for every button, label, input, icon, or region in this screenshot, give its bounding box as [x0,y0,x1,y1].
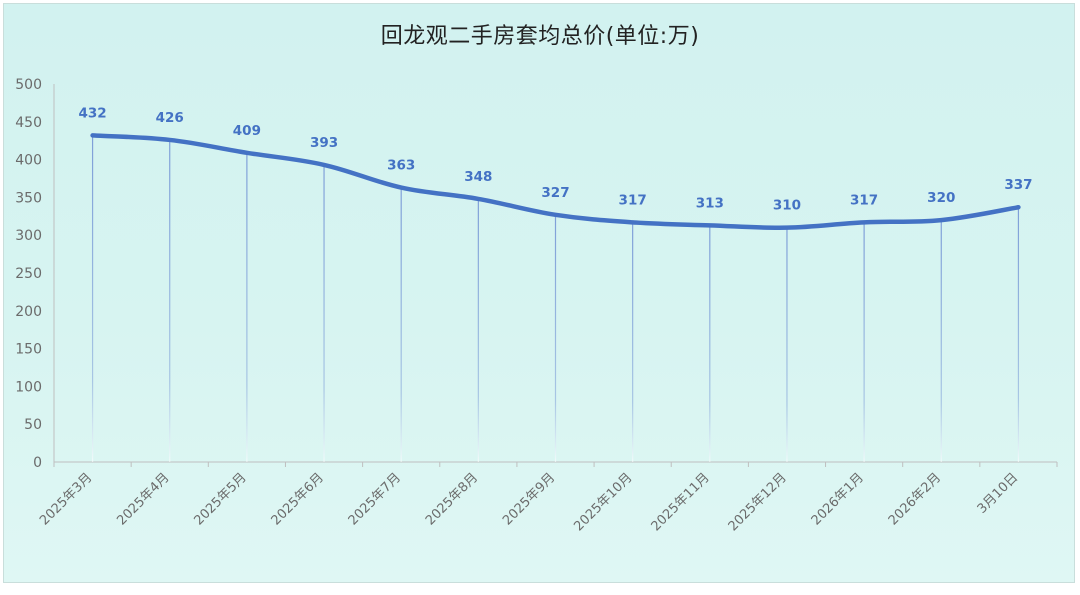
data-label: 363 [387,158,415,174]
y-tick-label: 300 [15,228,42,244]
data-label: 337 [1004,177,1032,193]
y-tick-label: 100 [15,379,42,395]
drop-line [323,164,325,462]
data-label: 393 [310,135,338,151]
drop-line [246,152,248,462]
data-point [862,220,866,224]
x-tick-label: 2025年9月 [500,470,558,528]
data-label: 317 [850,192,878,208]
x-tick-label: 3月10日 [975,470,1022,517]
data-point [631,220,635,224]
data-point [91,133,95,137]
drop-lines [91,135,1020,463]
chart-panel: 回龙观二手房套均总价(单位:万) 0 50 100 150 200 250 300 350 40… [3,3,1075,583]
data-point [168,138,172,142]
drop-line [632,222,634,462]
data-point [785,226,789,230]
data-label: 310 [773,198,801,214]
y-tick-label: 50 [24,417,42,433]
y-axis: 0 50 100 150 200 250 300 350 400 450 500 [15,77,55,471]
chart-title: 回龙观二手房套均总价(单位:万) [380,24,700,49]
y-tick-label: 150 [15,342,42,358]
data-point [939,218,943,222]
y-tick-label: 350 [15,190,42,206]
y-tick-label: 200 [15,304,42,320]
data-label: 348 [464,169,492,185]
x-axis: 2025年3月 2025年4月 2025年5月 2025年6月 2025年7月 2025年… [37,461,1058,534]
drop-line [91,135,94,462]
y-tick-label: 450 [15,115,42,131]
x-tick-label: 2026年1月 [809,470,867,528]
drop-line [786,227,788,462]
data-point [708,223,712,227]
data-labels: 432 426 409 393 363 348 327 317 313 310 317 320 337 [78,105,1032,213]
x-tick-label: 2025年7月 [346,470,404,528]
x-tick-label: 2025年5月 [191,470,249,528]
drop-line [169,139,171,462]
data-point [322,163,326,167]
drop-line [940,220,942,462]
y-tick-label: 500 [15,77,42,93]
drop-line [554,214,557,462]
drop-line [1017,207,1020,462]
x-tick-label: 2025年11月 [649,470,713,534]
x-tick-label: 2026年2月 [886,470,944,528]
data-label: 426 [156,110,184,126]
drop-line [477,198,479,463]
x-tick-label: 2025年12月 [726,470,790,534]
data-point [399,186,403,190]
series-line-group [90,133,1021,230]
drop-line [863,222,865,462]
x-tick-label: 2025年8月 [423,470,481,528]
data-point [1016,205,1020,209]
x-tick-label: 2025年6月 [269,470,327,528]
drop-line [709,225,711,462]
data-label: 317 [619,192,647,208]
data-label: 432 [78,105,106,121]
y-tick-label: 250 [15,266,42,282]
data-point [245,151,249,155]
data-label: 327 [541,185,569,201]
x-tick-label: 2025年3月 [37,470,95,528]
data-label: 313 [696,195,724,211]
data-point [554,213,557,217]
y-tick-label: 400 [15,153,42,169]
drop-line [400,187,402,462]
data-point [476,197,480,201]
data-label: 409 [233,123,261,139]
y-tick-label: 0 [33,455,42,471]
data-label: 320 [927,190,955,206]
x-tick-label: 2025年10月 [571,470,635,534]
x-tick-label: 2025年4月 [114,470,172,528]
